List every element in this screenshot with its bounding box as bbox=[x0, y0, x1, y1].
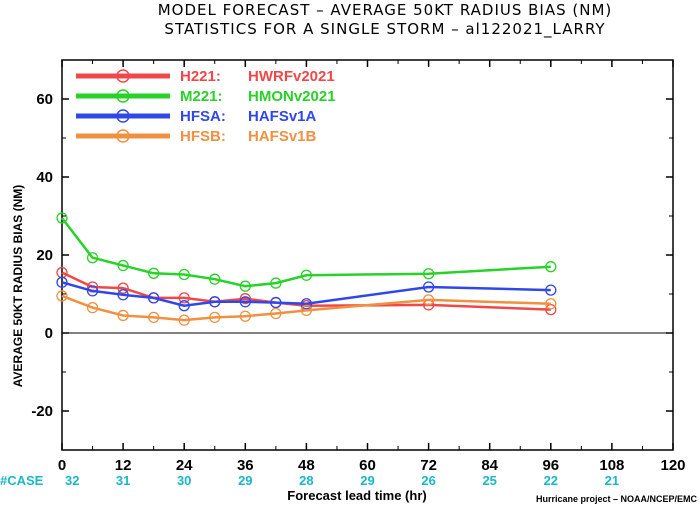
data-point bbox=[86, 252, 99, 264]
data-point bbox=[239, 310, 251, 322]
x-tick-label: 96 bbox=[542, 457, 559, 474]
data-point bbox=[239, 296, 251, 308]
data-point bbox=[545, 261, 557, 273]
data-point bbox=[147, 311, 160, 324]
case-count: 30 bbox=[177, 473, 191, 488]
case-count: 28 bbox=[299, 473, 313, 488]
data-point bbox=[239, 280, 251, 292]
data-point bbox=[422, 294, 435, 306]
legend-series-model: HMONv2021 bbox=[248, 88, 336, 105]
data-point bbox=[209, 296, 221, 308]
data-point bbox=[300, 298, 313, 310]
data-point bbox=[117, 259, 129, 272]
data-point bbox=[209, 273, 221, 285]
y-tick-label: 60 bbox=[36, 91, 53, 108]
legend-marker bbox=[116, 69, 130, 83]
data-point bbox=[56, 212, 68, 224]
data-point bbox=[239, 293, 251, 305]
y-tick-label: 0 bbox=[45, 325, 53, 342]
series-line-hafsv1a bbox=[61, 281, 551, 307]
case-count: 25 bbox=[482, 473, 496, 488]
legend-series-id: HFSB: bbox=[180, 128, 226, 145]
case-count: 22 bbox=[544, 473, 558, 488]
case-count: 29 bbox=[238, 473, 252, 488]
case-count: 32 bbox=[65, 473, 79, 488]
data-point bbox=[270, 307, 282, 320]
case-count: 31 bbox=[116, 473, 130, 488]
data-point bbox=[117, 282, 129, 294]
data-point bbox=[270, 277, 282, 289]
data-point bbox=[86, 285, 99, 297]
data-point bbox=[117, 289, 129, 301]
legend-series-model: HAFSv1A bbox=[248, 108, 317, 125]
series-line-hafsv1b bbox=[61, 294, 551, 322]
case-count: 21 bbox=[605, 473, 619, 488]
legend-marker bbox=[116, 89, 130, 103]
data-point bbox=[422, 281, 435, 293]
case-label: #CASE bbox=[0, 473, 44, 488]
data-point bbox=[178, 292, 190, 304]
legend-series-model: HWRFv2021 bbox=[248, 68, 335, 85]
legend-marker bbox=[116, 109, 130, 123]
data-point bbox=[300, 269, 313, 281]
x-tick-label: 84 bbox=[481, 457, 498, 474]
data-point bbox=[545, 303, 557, 316]
credit-text: Hurricane project – NOAA/NCEP/EMC bbox=[536, 494, 698, 504]
data-point bbox=[56, 290, 68, 302]
case-count: 29 bbox=[360, 473, 374, 488]
data-point bbox=[270, 296, 282, 309]
data-point bbox=[147, 267, 160, 279]
data-point bbox=[147, 292, 160, 304]
y-tick-label: 20 bbox=[36, 247, 53, 264]
data-point bbox=[178, 314, 190, 326]
x-tick-label: 36 bbox=[237, 457, 254, 474]
x-axis-label: Forecast lead time (hr) bbox=[287, 488, 426, 503]
axis-layer: 0 12 24 36 48 60 72 84 96 108 120 -20 0 20 40 60 bbox=[31, 59, 686, 474]
data-point bbox=[209, 311, 221, 324]
x-tick-label: 108 bbox=[599, 457, 624, 474]
x-tick-label: 72 bbox=[420, 457, 437, 474]
data-point bbox=[56, 276, 68, 288]
x-tick-label: 12 bbox=[115, 457, 132, 474]
legend-series-id: HFSA: bbox=[180, 108, 226, 125]
data-point bbox=[545, 284, 557, 296]
data-point bbox=[545, 298, 557, 310]
x-tick-label: 24 bbox=[176, 457, 193, 474]
y-axis-label: AVERAGE 50KT RADIUS BIAS (NM) bbox=[11, 185, 25, 387]
data-point bbox=[117, 309, 129, 322]
series-line-hmonv2021 bbox=[61, 217, 551, 288]
data-point bbox=[422, 268, 435, 280]
series-layer bbox=[56, 212, 557, 326]
legend-series-id: H221: bbox=[180, 68, 221, 85]
legend-series-id: M221: bbox=[180, 88, 223, 105]
legend-series-model: HAFSv1B bbox=[248, 128, 317, 145]
x-tick-label: 0 bbox=[58, 457, 66, 474]
case-count: 26 bbox=[421, 473, 435, 488]
y-tick-label: -20 bbox=[31, 403, 53, 420]
y-tick-label: 40 bbox=[36, 169, 53, 186]
x-tick-label: 48 bbox=[298, 457, 315, 474]
data-point bbox=[86, 301, 99, 314]
legend: H221: HWRFv2021 M221: HMONv2021 HFSA: HAFSv1A… bbox=[76, 68, 336, 145]
chart-subtitle: STATISTICS FOR A SINGLE STORM – al122021… bbox=[164, 20, 605, 39]
data-point bbox=[300, 304, 313, 317]
data-point bbox=[178, 268, 190, 281]
x-tick-label: 60 bbox=[359, 457, 376, 474]
legend-marker bbox=[116, 129, 130, 143]
data-point bbox=[178, 300, 190, 312]
case-counts: 32 31 30 29 28 29 26 25 22 21 bbox=[65, 473, 619, 488]
x-tick-label: 120 bbox=[660, 457, 685, 474]
chart-title: MODEL FORECAST – AVERAGE 50KT RADIUS BIA… bbox=[158, 1, 613, 19]
